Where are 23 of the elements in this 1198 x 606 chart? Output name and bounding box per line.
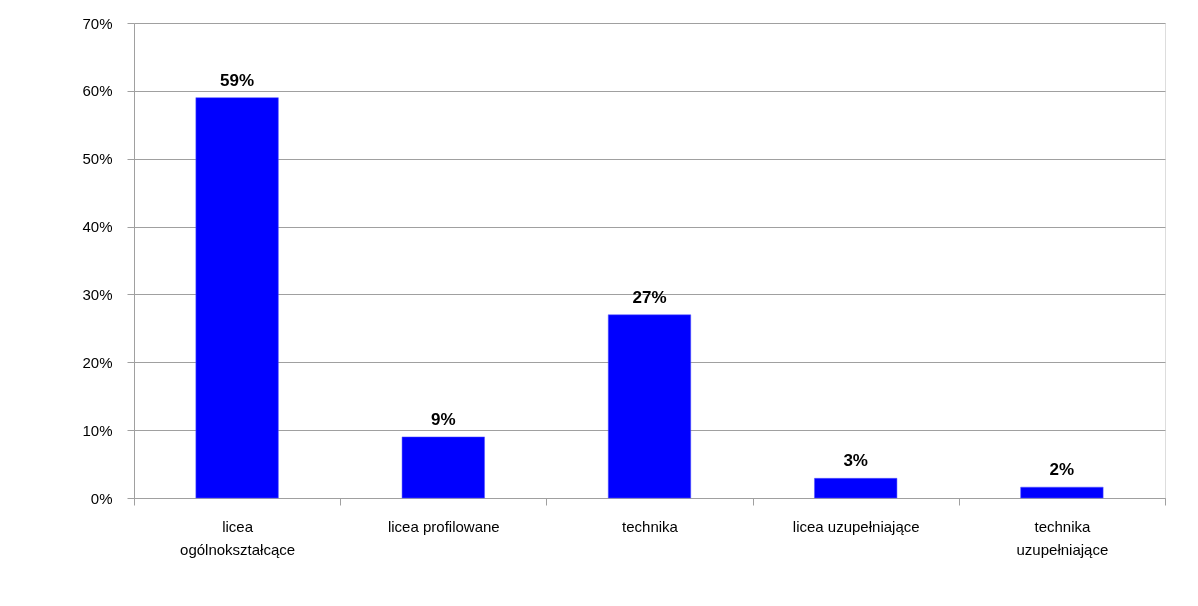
- y-tick-label: 50%: [82, 150, 113, 168]
- data-label: 3%: [843, 451, 868, 471]
- y-tick-label: 70%: [82, 14, 113, 32]
- x-tick-label: technika uzupełniające: [1016, 517, 1109, 558]
- bar: [814, 478, 898, 499]
- data-label: 2%: [1049, 460, 1075, 480]
- y-tick-label: 20%: [82, 353, 113, 371]
- bar: [1020, 486, 1104, 499]
- x-tick-label: technika: [622, 517, 679, 535]
- y-tick-label: 40%: [82, 218, 113, 236]
- data-label: 9%: [431, 409, 456, 429]
- bar: [401, 436, 485, 499]
- x-tick-label: licea profilowane: [387, 517, 500, 535]
- x-tick-label: licea ogólnokształcące: [180, 517, 296, 558]
- bar: [608, 314, 691, 499]
- y-tick-label: 0%: [90, 489, 113, 507]
- y-tick-label: 60%: [82, 82, 113, 100]
- x-tick-label: licea uzupełniające: [792, 517, 920, 535]
- data-label: 27%: [632, 287, 667, 307]
- y-tick-label: 30%: [82, 285, 113, 303]
- data-label: 59%: [220, 70, 255, 90]
- bar: [195, 97, 279, 499]
- y-tick-label: 10%: [82, 421, 113, 439]
